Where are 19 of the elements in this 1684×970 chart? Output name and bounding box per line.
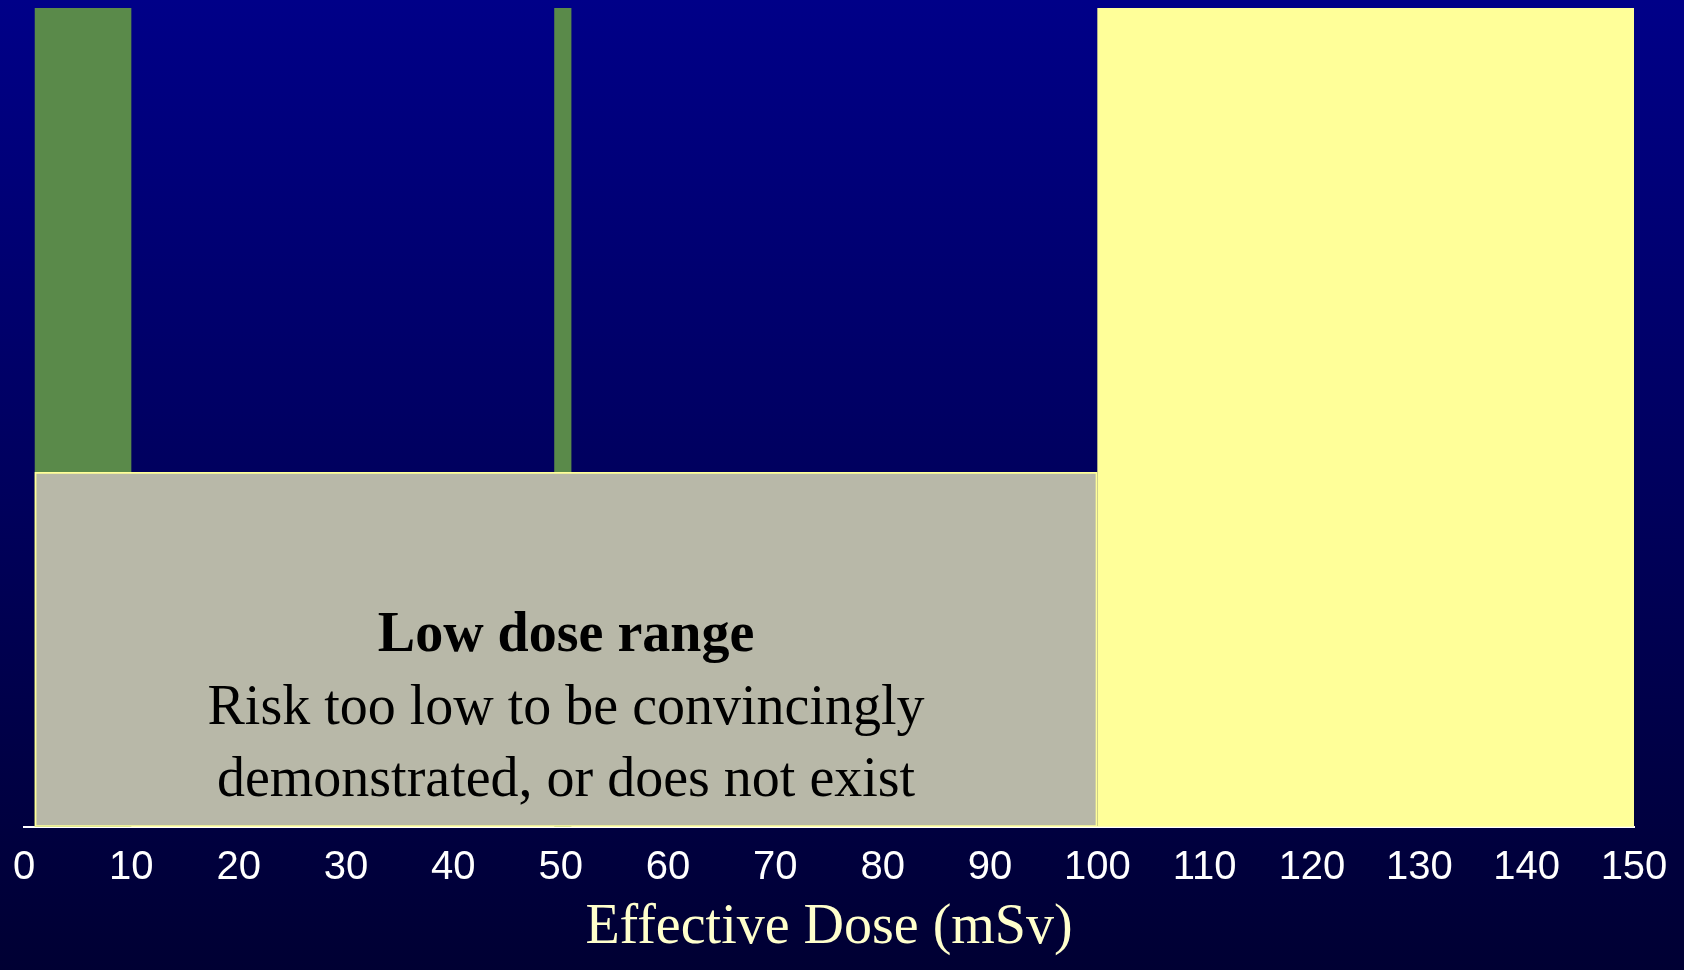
x-tick-label: 90 bbox=[967, 842, 1013, 887]
x-tick-label: 50 bbox=[538, 842, 583, 887]
x-tick-label: 0 bbox=[12, 842, 36, 887]
x-tick-label: 60 bbox=[645, 842, 691, 887]
x-tick-label: 110 bbox=[1172, 842, 1237, 887]
x-tick-label: 10 bbox=[109, 842, 154, 887]
x-tick-label: 30 bbox=[323, 842, 369, 887]
annotation: Risk too low to be convincingly demonstrated, or does not exist bbox=[207, 673, 925, 808]
x-tick-label: 130 bbox=[1385, 842, 1453, 887]
x-tick-label: 80 bbox=[860, 842, 905, 887]
x-tick-label: 40 bbox=[431, 842, 476, 887]
x-tick-label: 100 bbox=[1063, 842, 1131, 887]
x-tick-label: 150 bbox=[1600, 842, 1668, 887]
x-tick-label: 70 bbox=[753, 842, 798, 887]
x-tick-label: 20 bbox=[216, 842, 261, 887]
x-tick-label: 140 bbox=[1493, 842, 1561, 887]
annotation: Low dose range bbox=[377, 601, 755, 664]
x-tick-label: 120 bbox=[1278, 842, 1346, 887]
x-axis-title: Effective Dose (mSv) bbox=[585, 893, 1073, 957]
